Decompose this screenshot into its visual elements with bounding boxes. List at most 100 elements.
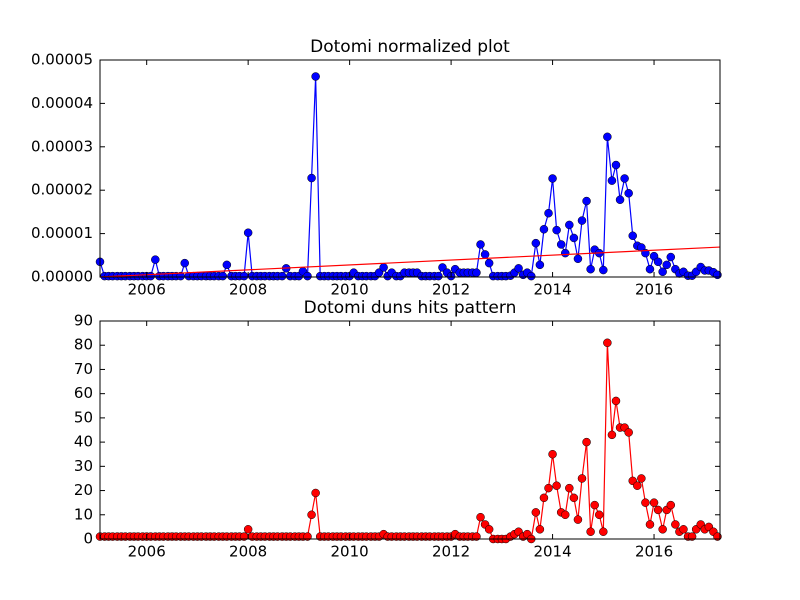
y-tick-label: 0 <box>83 530 93 548</box>
marker <box>544 208 553 218</box>
x-tick-label: 2010 <box>331 281 369 299</box>
y-tick-label: 70 <box>74 360 93 378</box>
marker <box>671 520 680 529</box>
marker <box>472 268 481 277</box>
series-line <box>99 246 721 278</box>
x-tick-label: 2012 <box>432 281 470 299</box>
marker <box>590 500 599 510</box>
marker <box>599 265 608 275</box>
y-tick-label: 0.00005 <box>31 51 93 69</box>
marker <box>594 510 604 520</box>
x-tick-label: 2008 <box>229 281 267 299</box>
marker <box>603 132 612 142</box>
chart-title: Dotomi duns hits pattern <box>304 298 517 318</box>
y-tick-label: 30 <box>74 457 93 475</box>
marker <box>611 396 621 406</box>
y-tick-label: 80 <box>74 336 93 354</box>
marker <box>243 228 253 237</box>
x-tick-label: 2014 <box>533 543 571 561</box>
y-tick-label: 0.00004 <box>31 94 93 112</box>
x-tick-label: 2006 <box>128 281 166 299</box>
marker <box>239 271 249 281</box>
marker <box>577 474 587 483</box>
marker <box>561 248 570 258</box>
marker <box>527 271 536 281</box>
marker <box>649 498 659 507</box>
marker <box>539 493 549 503</box>
marker <box>180 258 189 268</box>
marker <box>582 196 591 206</box>
y-tick-label: 10 <box>74 505 93 523</box>
y-tick-label: 0.00000 <box>31 268 93 286</box>
chart-title: Dotomi normalized plot <box>310 37 510 57</box>
marker <box>599 527 608 536</box>
marker <box>586 527 595 536</box>
marker <box>434 271 443 281</box>
marker <box>151 255 160 264</box>
marker <box>311 72 320 81</box>
x-tick-label: 2008 <box>229 543 267 561</box>
marker <box>628 231 637 241</box>
marker <box>620 174 629 183</box>
marker <box>662 260 671 270</box>
marker <box>565 483 574 493</box>
marker <box>311 488 320 498</box>
marker <box>548 449 557 459</box>
marker <box>633 481 642 490</box>
plot-frame <box>99 320 721 540</box>
x-tick-label: 2014 <box>533 281 571 299</box>
marker <box>222 260 232 270</box>
marker <box>277 271 287 281</box>
marker <box>307 510 316 520</box>
marker <box>556 240 566 249</box>
marker <box>243 525 253 534</box>
marker <box>379 263 388 272</box>
y-tick-label: 0.00003 <box>31 137 93 155</box>
marker <box>565 220 574 230</box>
marker <box>645 520 655 529</box>
marker <box>615 195 625 204</box>
marker <box>569 493 579 503</box>
marker <box>476 512 485 522</box>
marker <box>603 338 612 348</box>
marker <box>637 474 646 483</box>
marker <box>666 252 676 262</box>
marker <box>658 525 667 534</box>
marker <box>480 250 490 259</box>
marker <box>218 271 228 281</box>
x-tick-label: 2016 <box>635 543 673 561</box>
marker <box>586 264 595 274</box>
y-tick-label: 0.00001 <box>31 224 93 242</box>
marker <box>484 525 494 534</box>
marker <box>514 264 523 273</box>
marker <box>146 271 155 281</box>
marker <box>531 508 541 517</box>
marker <box>666 500 676 510</box>
marker <box>607 176 617 185</box>
marker <box>624 428 633 437</box>
marker <box>476 240 485 249</box>
plot-frame <box>99 59 721 278</box>
marker <box>582 437 591 447</box>
marker <box>645 264 655 274</box>
marker <box>611 160 621 170</box>
marker <box>548 174 557 183</box>
marker <box>539 225 549 234</box>
x-tick-label: 2016 <box>635 281 673 299</box>
marker <box>577 216 587 225</box>
marker <box>573 515 583 524</box>
marker <box>544 483 553 493</box>
y-tick-label: 40 <box>74 433 93 451</box>
marker <box>531 238 541 248</box>
marker <box>484 258 494 268</box>
marker <box>653 257 663 267</box>
marker <box>573 254 583 264</box>
marker <box>607 430 617 440</box>
x-tick-label: 2012 <box>432 543 470 561</box>
marker <box>552 225 561 235</box>
marker <box>535 525 545 534</box>
marker <box>303 271 312 281</box>
marker <box>653 505 663 515</box>
y-tick-label: 0.00002 <box>31 181 93 199</box>
